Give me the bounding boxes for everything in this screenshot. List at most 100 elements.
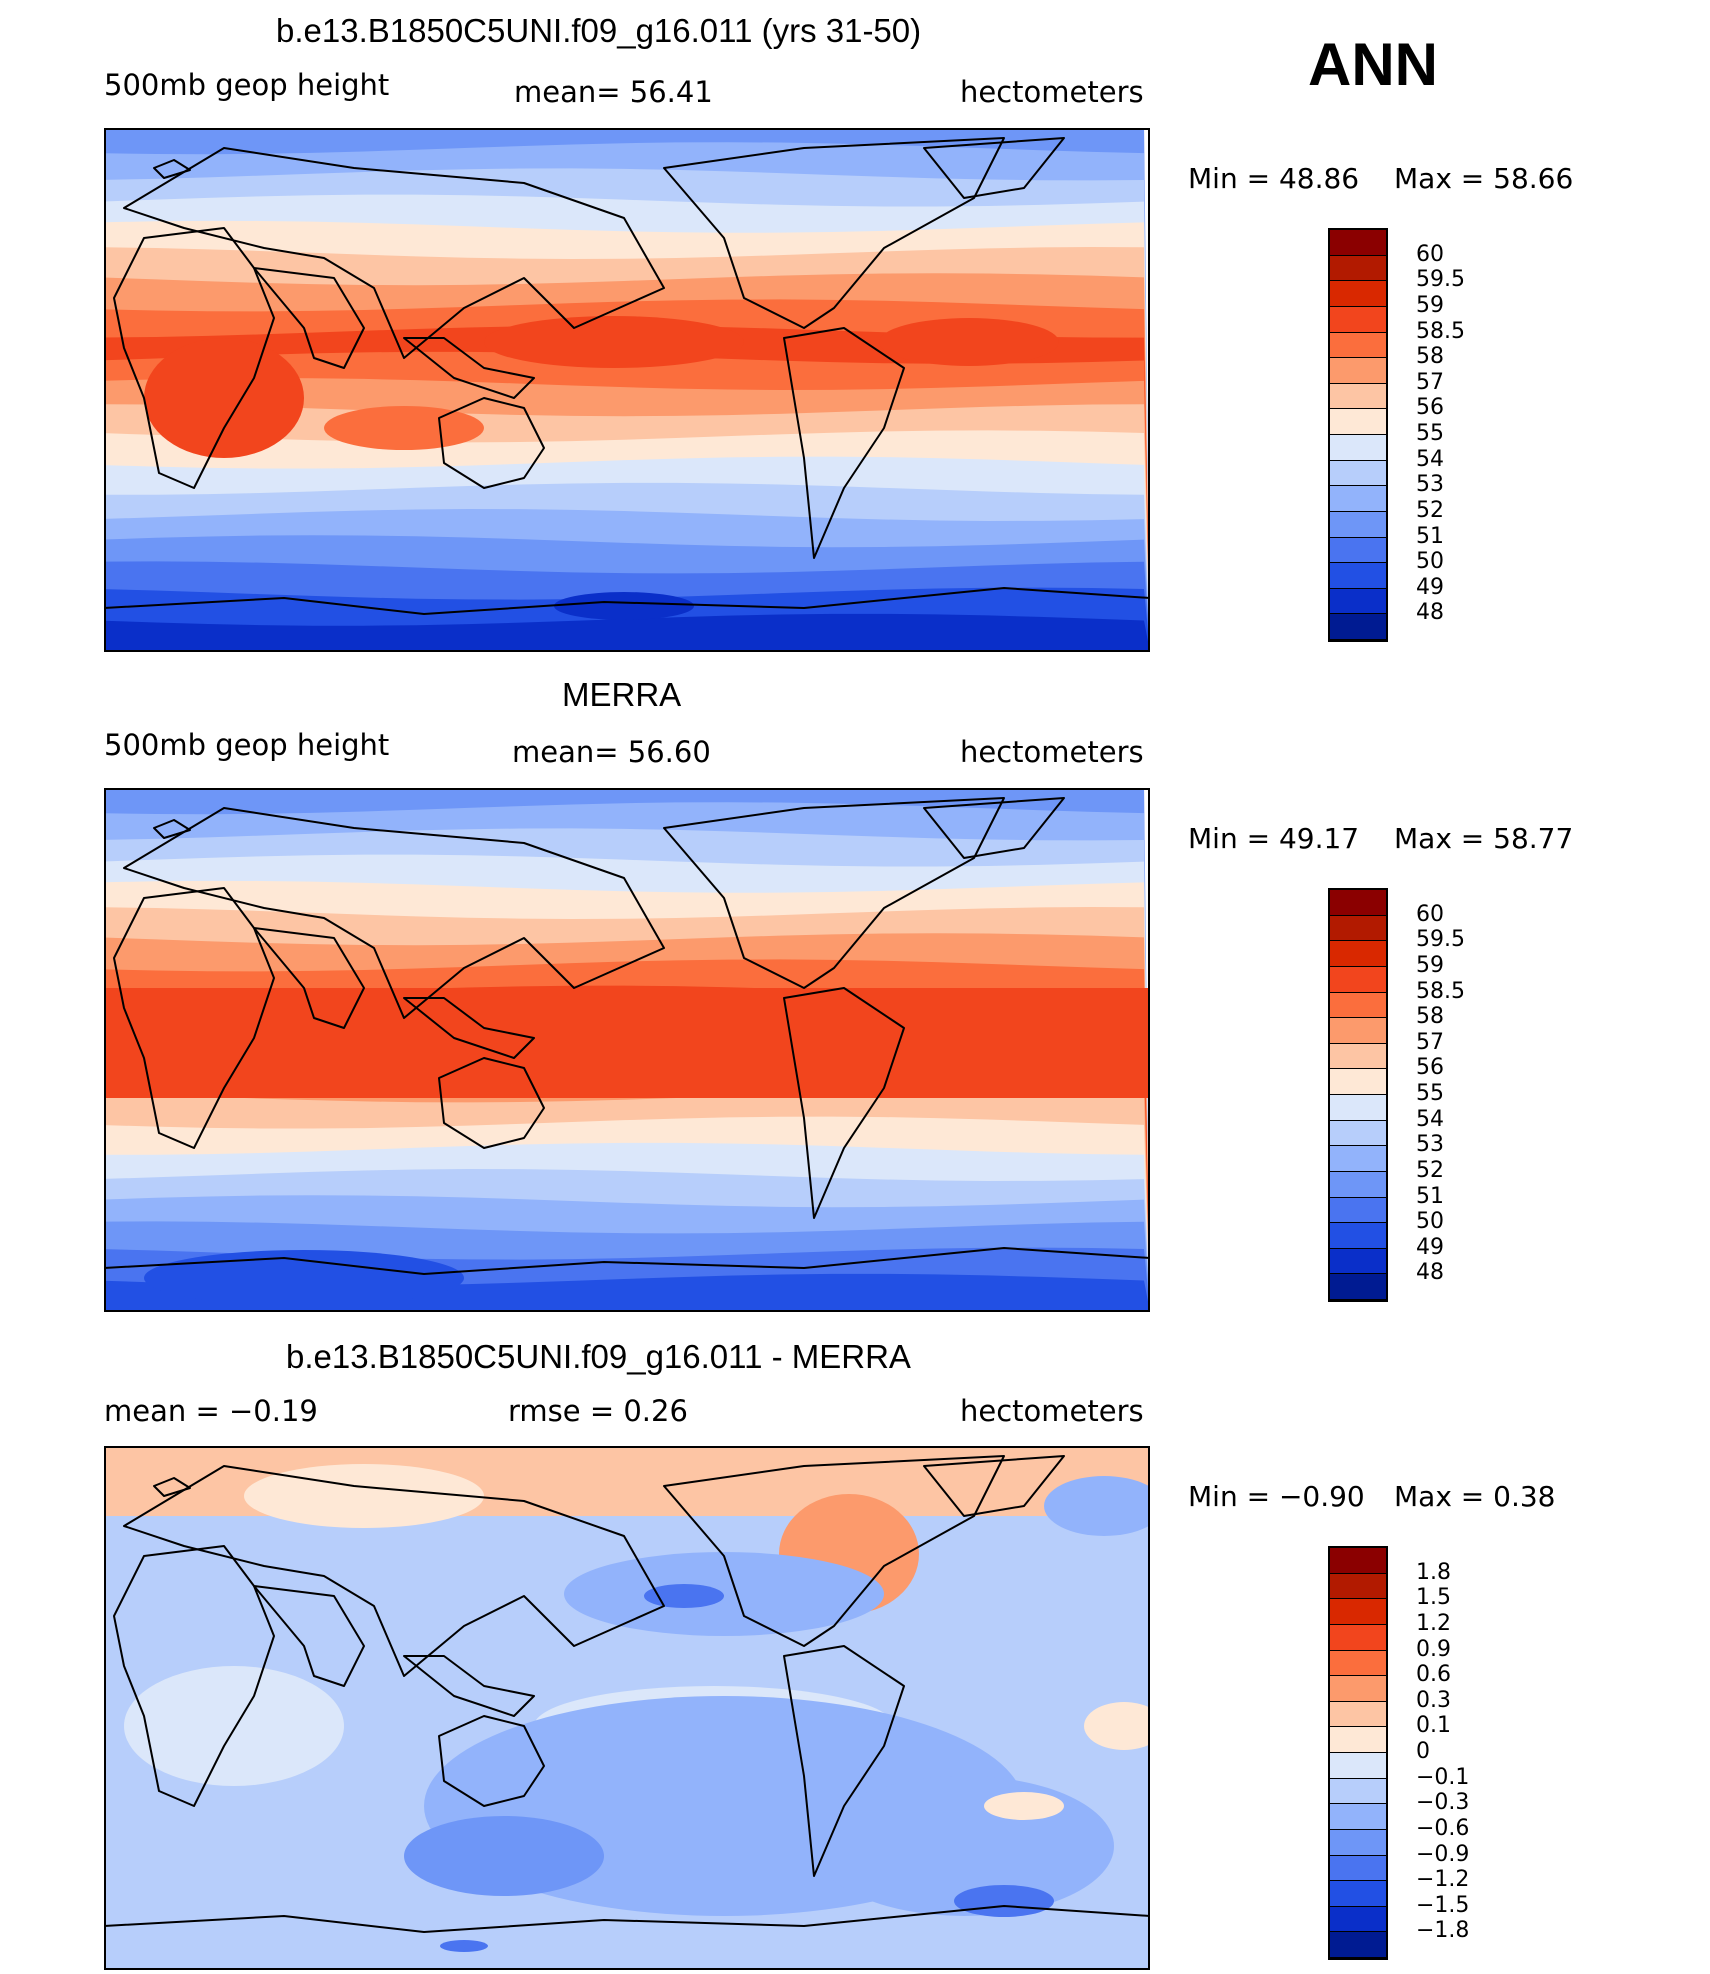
colorbar-swatch <box>1330 1120 1386 1147</box>
colorbar-swatch <box>1330 383 1386 410</box>
colorbar-tick-label: −1.8 <box>1416 1918 1470 1944</box>
colorbar-swatch <box>1330 1171 1386 1198</box>
colorbar-swatch <box>1330 358 1386 384</box>
colorbar-swatch <box>1330 1018 1386 1044</box>
panel-2-map <box>104 788 1150 1312</box>
panel-3-coastlines <box>104 1455 1150 1933</box>
colorbar-tick-label: 0.6 <box>1416 1662 1451 1688</box>
coastline <box>438 1715 545 1807</box>
panel-2-field <box>104 788 1150 1312</box>
colorbar-tick-label: 53 <box>1416 1132 1444 1158</box>
colorbar-swatch <box>1330 1573 1386 1600</box>
coastline <box>123 1465 665 1677</box>
colorbar-swatch <box>1330 1043 1386 1070</box>
colorbar-tick-label: 58.5 <box>1416 318 1465 344</box>
colorbar-swatch <box>1330 255 1386 282</box>
coastline <box>438 397 545 489</box>
panel-3-colorbar <box>1328 1546 1388 1960</box>
colorbar-tick-label: 55 <box>1416 421 1444 446</box>
colorbar-swatch <box>1330 1855 1386 1882</box>
colorbar-tick-label: 51 <box>1416 523 1444 549</box>
colorbar-swatch <box>1330 1146 1386 1172</box>
colorbar-swatch <box>1330 614 1386 640</box>
colorbar-swatch <box>1330 1248 1386 1275</box>
panel-1-map <box>104 128 1150 652</box>
colorbar-swatch <box>1330 915 1386 942</box>
colorbar-swatch <box>1330 1881 1386 1907</box>
colorbar-tick-label: 48 <box>1416 1260 1444 1286</box>
colorbar-tick-label: 49 <box>1416 1234 1444 1260</box>
panel-1-coastlines <box>104 137 1150 615</box>
colorbar-tick-label: −1.2 <box>1416 1867 1470 1893</box>
season-label: ANN <box>1308 31 1438 98</box>
coastline <box>663 137 1005 329</box>
coastline <box>104 1905 1150 1933</box>
coastline <box>783 327 905 559</box>
colorbar-swatch <box>1330 409 1386 435</box>
colorbar-tick-label: −1.5 <box>1416 1892 1470 1918</box>
panel-1-colorbar <box>1328 228 1388 642</box>
colorbar-tick-label: 57 <box>1416 369 1444 395</box>
colorbar-tick-label: 50 <box>1416 1209 1444 1235</box>
colorbar-tick-label: −0.3 <box>1416 1790 1470 1816</box>
coastline <box>783 1645 905 1877</box>
coastline <box>253 267 365 369</box>
coastline <box>403 997 535 1059</box>
colorbar-swatch <box>1330 1829 1386 1856</box>
colorbar-tick-label: 52 <box>1416 1157 1444 1183</box>
panel-1-mean-label: mean= 56.41 <box>514 75 713 109</box>
colorbar-tick-label: 59 <box>1416 292 1444 318</box>
colorbar-swatch <box>1330 1906 1386 1933</box>
colorbar-tick-label: 1.5 <box>1416 1585 1451 1611</box>
colorbar-swatch <box>1330 1676 1386 1702</box>
coastline <box>253 927 365 1029</box>
colorbar-tick-label: 59.5 <box>1416 927 1465 953</box>
coastline <box>113 1545 275 1807</box>
colorbar-swatch <box>1330 281 1386 307</box>
colorbar-tick-label: 49 <box>1416 574 1444 600</box>
panel-3-rmse-label: rmse = 0.26 <box>508 1394 688 1428</box>
colorbar-swatch <box>1330 306 1386 333</box>
panel-2-unit-label: hectometers <box>960 735 1144 769</box>
colorbar-tick-label: 51 <box>1416 1183 1444 1209</box>
colorbar-swatch <box>1330 1069 1386 1095</box>
panel-3-map <box>104 1446 1150 1970</box>
coastline <box>923 137 1065 199</box>
colorbar-tick-label: 58 <box>1416 344 1444 370</box>
colorbar-swatch <box>1330 1804 1386 1830</box>
panel-3-field <box>104 1446 1150 1970</box>
colorbar-swatch <box>1330 1548 1386 1574</box>
panel-2-min-label: Min = 49.17 <box>1188 822 1360 855</box>
colorbar-swatch <box>1330 1197 1386 1224</box>
colorbar-tick-label: 0.1 <box>1416 1713 1451 1739</box>
colorbar-swatch <box>1330 537 1386 564</box>
colorbar-tick-label: −0.9 <box>1416 1841 1470 1867</box>
panel-2-max-label: Max = 58.77 <box>1394 822 1574 855</box>
colorbar-tick-label: 56 <box>1416 1055 1444 1081</box>
colorbar-tick-label: 53 <box>1416 472 1444 498</box>
colorbar-swatch <box>1330 435 1386 461</box>
panel-1-max-label: Max = 58.66 <box>1394 162 1574 195</box>
colorbar-swatch <box>1330 1599 1386 1625</box>
colorbar-tick-label: 50 <box>1416 549 1444 575</box>
coastline <box>113 887 275 1149</box>
coastline <box>403 337 535 399</box>
coastline <box>438 1057 545 1149</box>
coastline <box>153 159 191 179</box>
panel-1-unit-label: hectometers <box>960 75 1144 109</box>
coastline <box>123 807 665 1019</box>
colorbar-tick-label: 1.2 <box>1416 1610 1451 1636</box>
coastline <box>923 1455 1065 1517</box>
colorbar-tick-label: 59.5 <box>1416 267 1465 293</box>
coastline <box>123 147 665 359</box>
panel-3-max-label: Max = 0.38 <box>1394 1480 1556 1513</box>
coastline <box>663 797 1005 989</box>
panel-2-coastlines <box>104 797 1150 1275</box>
colorbar-tick-label: 59 <box>1416 952 1444 978</box>
colorbar-tick-label: 58 <box>1416 1004 1444 1030</box>
colorbar-swatch <box>1330 1778 1386 1805</box>
colorbar-tick-label: −0.6 <box>1416 1815 1470 1841</box>
colorbar-swatch <box>1330 1727 1386 1753</box>
colorbar-swatch <box>1330 941 1386 967</box>
panel-3-unit-label: hectometers <box>960 1394 1144 1428</box>
